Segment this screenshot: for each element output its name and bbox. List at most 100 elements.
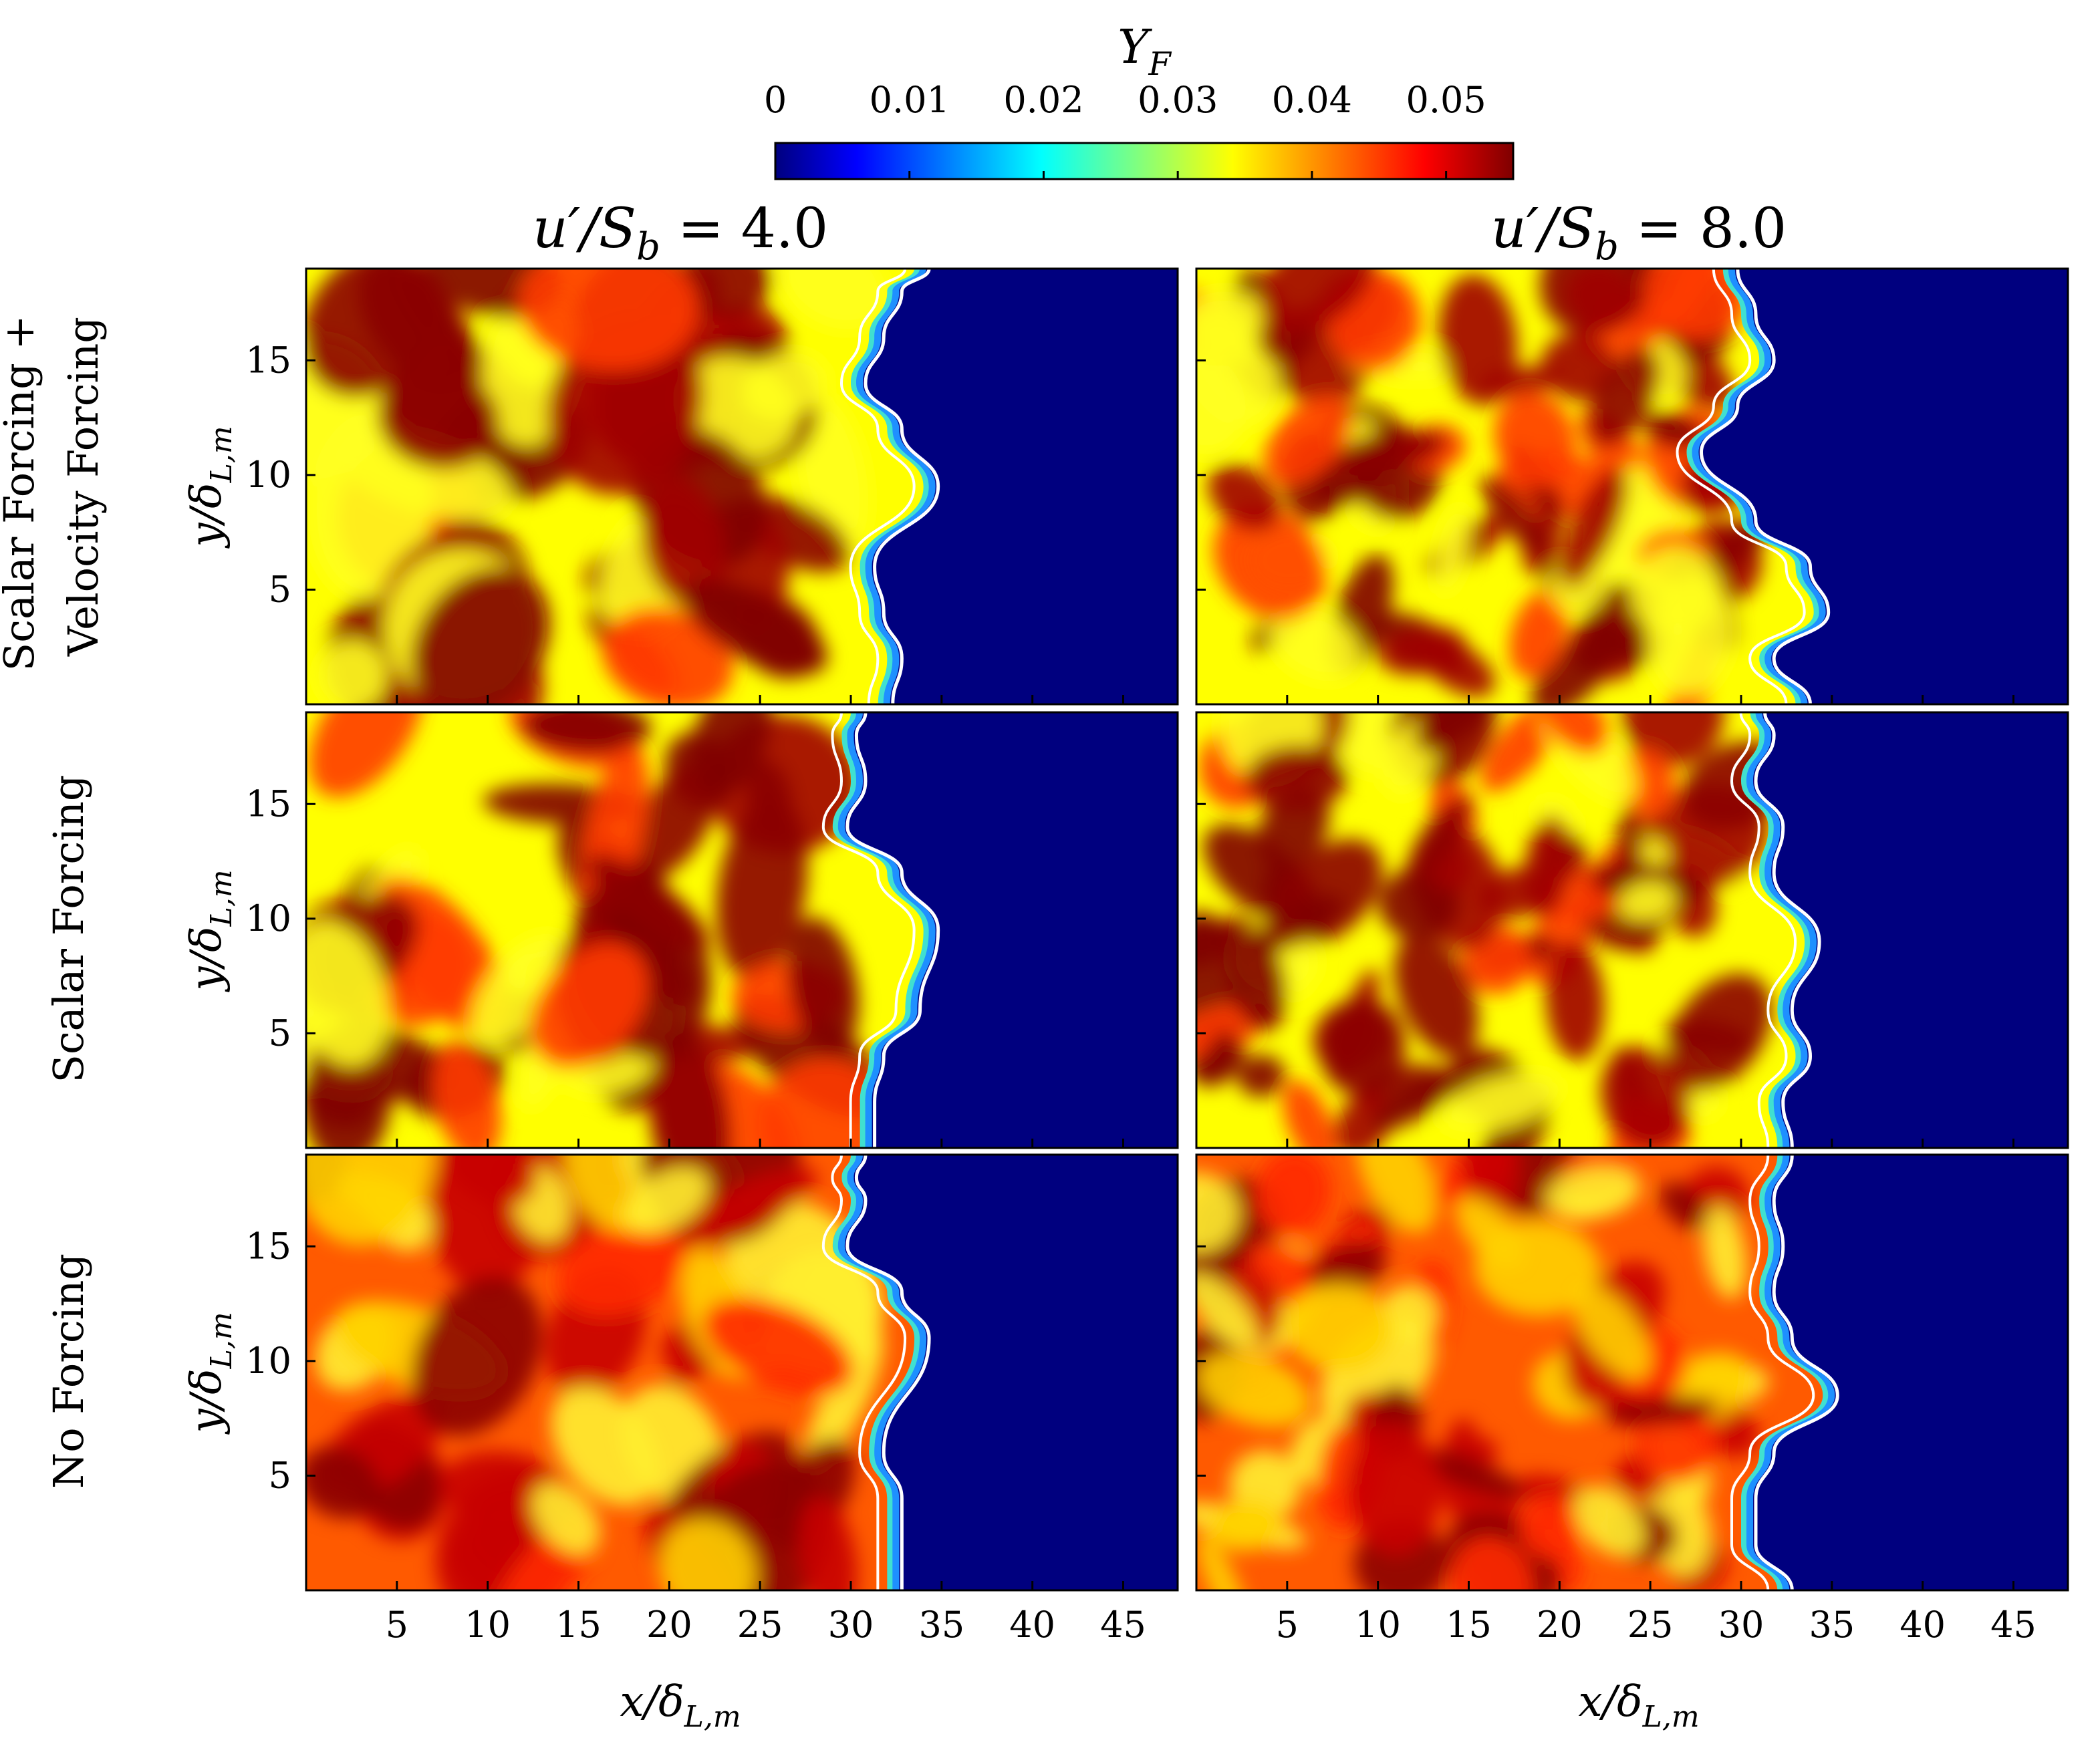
turbulent-blob: [309, 712, 424, 798]
heatmap-panel: 5 10 15 5 10 15 20 25 30 35 40 45: [245, 1153, 1179, 1646]
turbulent-blob: [649, 1032, 731, 1148]
turbulent-blob: [1588, 348, 1660, 446]
turbulent-blob: [716, 796, 808, 981]
ylabel: y/δL,m: [182, 869, 239, 992]
turbulent-blob: [377, 368, 500, 470]
turbulent-blob: [1283, 1080, 1337, 1148]
flame-front-contour: [845, 1155, 931, 1590]
turbulent-blob: [1197, 1534, 1249, 1590]
turbulent-blob: [1541, 333, 1617, 401]
x-tick-label: 5: [386, 1604, 408, 1646]
turbulent-blob: [1545, 941, 1605, 1061]
turbulent-blob: [803, 1330, 884, 1473]
x-tick-label: 35: [918, 1604, 964, 1646]
column-title-left: u′/Sb = 4.0: [533, 197, 828, 269]
turbulent-blob: [1209, 1499, 1283, 1552]
turbulent-blob: [1573, 1486, 1645, 1558]
flame-inner-contour: [1730, 1155, 1815, 1590]
turbulent-blob: [1318, 998, 1406, 1097]
turbulent-blob: [531, 1482, 600, 1555]
turbulent-blob: [530, 943, 649, 1068]
flame-inner-contour: [821, 712, 916, 1148]
turbulent-blob: [1480, 476, 1551, 557]
y-tick-label: 10: [245, 897, 291, 939]
turbulent-blob: [1334, 1092, 1391, 1148]
turbulent-blob: [306, 921, 389, 1066]
turbulent-blob: [1618, 881, 1676, 921]
y-tick-label: 5: [269, 568, 291, 610]
xlabel-right: x/δL,m: [1578, 1677, 1699, 1734]
x-tick-label: 25: [1627, 1604, 1674, 1646]
row-label-0: Scalar Forcing + Velocity Forcing: [0, 302, 108, 671]
turbulent-blob: [306, 1446, 380, 1519]
turbulent-blob: [1644, 269, 1748, 341]
turbulent-blob: [1644, 412, 1705, 449]
x-tick-label: 45: [1100, 1604, 1146, 1646]
turbulent-blob: [1572, 1284, 1652, 1380]
turbulent-blob: [1309, 1241, 1387, 1296]
turbulent-blob: [1264, 395, 1352, 486]
row-label-1: Scalar Forcing: [44, 774, 93, 1082]
x-tick-label: 10: [465, 1604, 511, 1646]
flame-front-contour: [1754, 712, 1821, 1148]
turbulent-blob: [556, 1223, 686, 1316]
turbulent-blob: [1493, 391, 1576, 488]
panel-frame: [1195, 267, 2069, 706]
y-tick-label: 15: [245, 339, 291, 381]
turbulent-blob: [1208, 464, 1281, 531]
panel-frame: [305, 711, 1179, 1149]
turbulent-blob: [1531, 628, 1617, 704]
heatmap-panel: 5 10 15: [245, 711, 1179, 1149]
turbulent-blob: [411, 1276, 543, 1437]
flame-inner-contour: [821, 1155, 907, 1590]
colorbar: YF 0 0.01 0.02 0.03 0.04 0.05: [764, 19, 1515, 180]
x-tick-label: 40: [1899, 1604, 1946, 1646]
colorbar-tick-label: 0: [764, 79, 787, 121]
turbulent-blob: [1478, 867, 1554, 919]
turbulent-blob: [1565, 269, 1637, 330]
turbulent-blob: [1449, 1537, 1534, 1590]
x-tick-label: 30: [828, 1604, 874, 1646]
flame-front-contour: [1754, 1155, 1839, 1590]
turbulent-blob: [1622, 712, 1725, 766]
turbulent-blob: [1196, 1272, 1259, 1349]
y-tick-label: 10: [245, 454, 291, 496]
turbulent-blob: [317, 640, 388, 704]
turbulent-blob: [471, 934, 567, 1046]
turbulent-blob: [683, 1167, 817, 1242]
turbulent-blob: [1268, 605, 1361, 682]
panel-frame: [1195, 711, 2069, 1149]
y-tick-label: 15: [245, 1225, 291, 1267]
turbulent-blob: [437, 1155, 537, 1206]
flame-front-contour: [845, 712, 940, 1148]
x-tick-label: 30: [1718, 1604, 1764, 1646]
turbulent-blob: [787, 917, 860, 1054]
turbulent-blob: [1647, 574, 1733, 696]
turbulent-blob: [1439, 1073, 1561, 1133]
turbulent-blob: [659, 1518, 757, 1590]
y-tick-label: 5: [269, 1454, 291, 1496]
turbulent-blob: [1372, 1068, 1467, 1132]
turbulent-blob: [690, 712, 772, 796]
turbulent-blob: [1519, 1493, 1583, 1560]
colorbar-label: YF: [1118, 19, 1172, 83]
colorbar-tick-label: 0.01: [870, 79, 950, 121]
heatmap-panel: [1195, 711, 2069, 1149]
heatmap-panel: [1195, 267, 2069, 706]
turbulent-blob: [1197, 1352, 1311, 1427]
turbulent-blob: [1237, 1054, 1285, 1097]
flame-front-contour: [864, 269, 940, 704]
turbulent-blob: [1259, 269, 1375, 332]
turbulent-blob: [1394, 933, 1479, 1057]
turbulent-blob: [1202, 1031, 1236, 1082]
panel-frame: [305, 267, 1179, 706]
y-tick-label: 15: [245, 782, 291, 825]
colorbar-tick-label: 0.03: [1138, 79, 1218, 121]
flame-inner-contour: [1730, 712, 1797, 1148]
turbulent-blob: [681, 579, 828, 676]
ylabel: y/δL,m: [182, 426, 239, 549]
ylabel: y/δL,m: [182, 1312, 239, 1435]
turbulent-blob: [741, 352, 828, 420]
turbulent-blob: [1196, 350, 1246, 455]
row-label-2: No Forcing: [44, 1254, 93, 1489]
